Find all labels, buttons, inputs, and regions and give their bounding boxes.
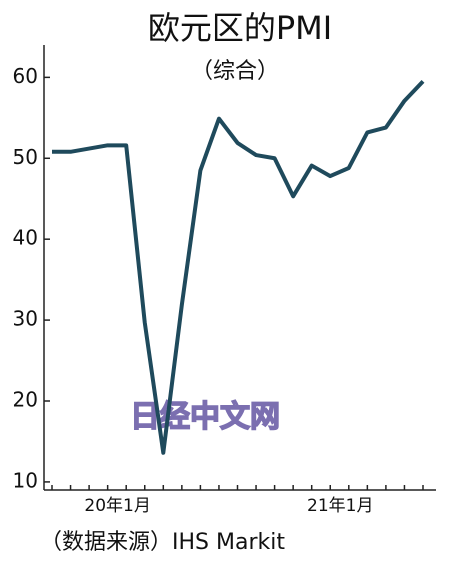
y-tick-label: 60 <box>13 64 38 88</box>
source-note: （数据来源）IHS Markit <box>40 530 285 555</box>
chart-title: 欧元区的PMI <box>148 9 332 47</box>
x-tick-label: 20年1月 <box>84 496 150 516</box>
y-tick-label: 40 <box>13 226 38 250</box>
y-tick-label: 50 <box>13 145 38 169</box>
y-tick-label: 30 <box>13 307 38 331</box>
y-tick-label: 20 <box>13 388 38 412</box>
y-tick-label: 10 <box>13 468 38 492</box>
watermark: 日经中文网 <box>130 400 280 435</box>
chart-subtitle: （综合） <box>191 59 279 84</box>
x-tick-label: 21年1月 <box>307 496 373 516</box>
data-line <box>52 80 425 455</box>
